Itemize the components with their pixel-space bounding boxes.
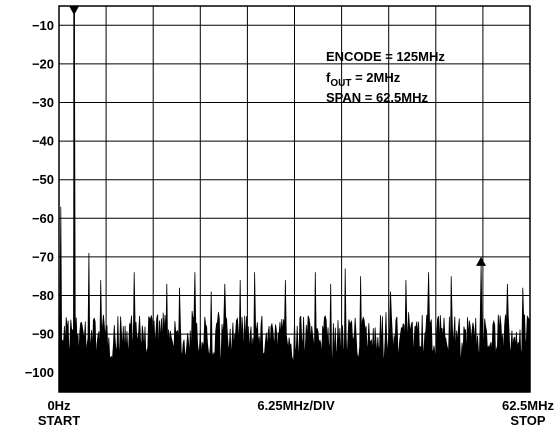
markers [69,6,487,266]
annotation-box: ENCODE = 125MHz fOUT = 2MHz SPAN = 62.5M… [326,49,445,105]
marker-triangle [476,256,487,266]
y-tick-labels: −10 −20 −30 −40 −50 −60 −70 −80 −90 −100 [25,18,54,380]
x-stop-label: 62.5MHz [502,398,555,413]
y-tick-label: −60 [32,211,54,226]
y-tick-label: −20 [32,56,54,71]
x-axis-label: 6.25MHz/DIV [257,398,335,413]
spectrum-trace [58,5,531,393]
y-tick-label: −70 [32,249,54,264]
y-tick-label: −80 [32,288,54,303]
marker-triangle [69,6,80,15]
x-stop-sublabel: STOP [510,413,545,428]
y-tick-label: −30 [32,95,54,110]
annotation-line-1: ENCODE = 125MHz [326,49,445,64]
plot-frame [58,5,531,393]
y-tick-label: −40 [32,134,54,149]
x-start-sublabel: START [38,413,80,428]
annotation-line-3: SPAN = 62.5MHz [326,90,428,105]
y-tick-label: −50 [32,172,54,187]
annotation-line-2: fOUT = 2MHz [326,70,401,89]
x-start-label: 0Hz [47,398,71,413]
y-tick-label: −10 [32,18,54,33]
spectrum-fill [58,5,531,393]
y-tick-label: −90 [32,327,54,342]
y-tick-label: −100 [25,365,54,380]
